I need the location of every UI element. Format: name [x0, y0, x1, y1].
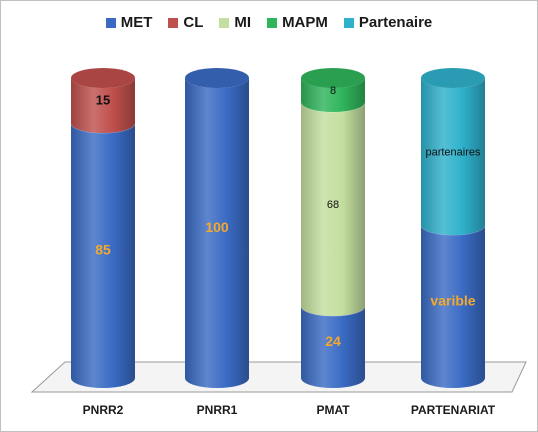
- legend-swatch: [219, 17, 230, 28]
- data-label: 100: [205, 219, 229, 235]
- bar-segment-partenaire: [421, 78, 485, 235]
- chart-legend: MET CL MI MAPM Partenaire: [0, 14, 538, 31]
- legend-item: MAPM: [267, 14, 328, 31]
- bar-top-cap: [71, 68, 135, 88]
- legend-label: MI: [234, 14, 252, 31]
- legend-item: MI: [219, 14, 251, 31]
- legend-item: CL: [168, 14, 203, 31]
- data-label: 15: [96, 93, 110, 108]
- bar-segment-met: [421, 225, 485, 388]
- data-label: 85: [95, 242, 111, 258]
- legend-swatch: [343, 17, 354, 28]
- chart-floor: [30, 361, 527, 393]
- category-label: PMAT: [316, 403, 350, 417]
- category-label: PNRR2: [83, 403, 124, 417]
- bar-segment-mapm: [301, 78, 365, 112]
- legend-label: CL: [183, 14, 204, 31]
- legend-swatch: [105, 17, 116, 28]
- bar-segment-met: [71, 123, 135, 388]
- legend-swatch: [267, 17, 278, 28]
- data-label: 68: [327, 199, 339, 211]
- data-label: partenaires: [425, 147, 481, 159]
- legend-label: MAPM: [282, 14, 328, 31]
- bar-segment-met: [301, 306, 365, 388]
- legend-label: Partenaire: [358, 14, 433, 31]
- category-label: PARTENARIAT: [411, 403, 496, 417]
- bar-segment-mi: [301, 102, 365, 316]
- bar-top-cap: [421, 68, 485, 88]
- legend-swatch: [168, 17, 179, 28]
- data-label: varible: [430, 293, 475, 309]
- data-label: 8: [330, 85, 336, 97]
- bar-top-cap: [185, 68, 249, 88]
- legend-item: Partenaire: [343, 14, 433, 31]
- legend-item: MET: [105, 14, 153, 31]
- bar-top-cap: [301, 68, 365, 88]
- bar-segment-cl: [71, 78, 135, 133]
- legend-label: MET: [120, 14, 153, 31]
- data-label: 24: [325, 333, 341, 349]
- bar-segment-met: [185, 78, 249, 388]
- category-label: PNRR1: [197, 403, 238, 417]
